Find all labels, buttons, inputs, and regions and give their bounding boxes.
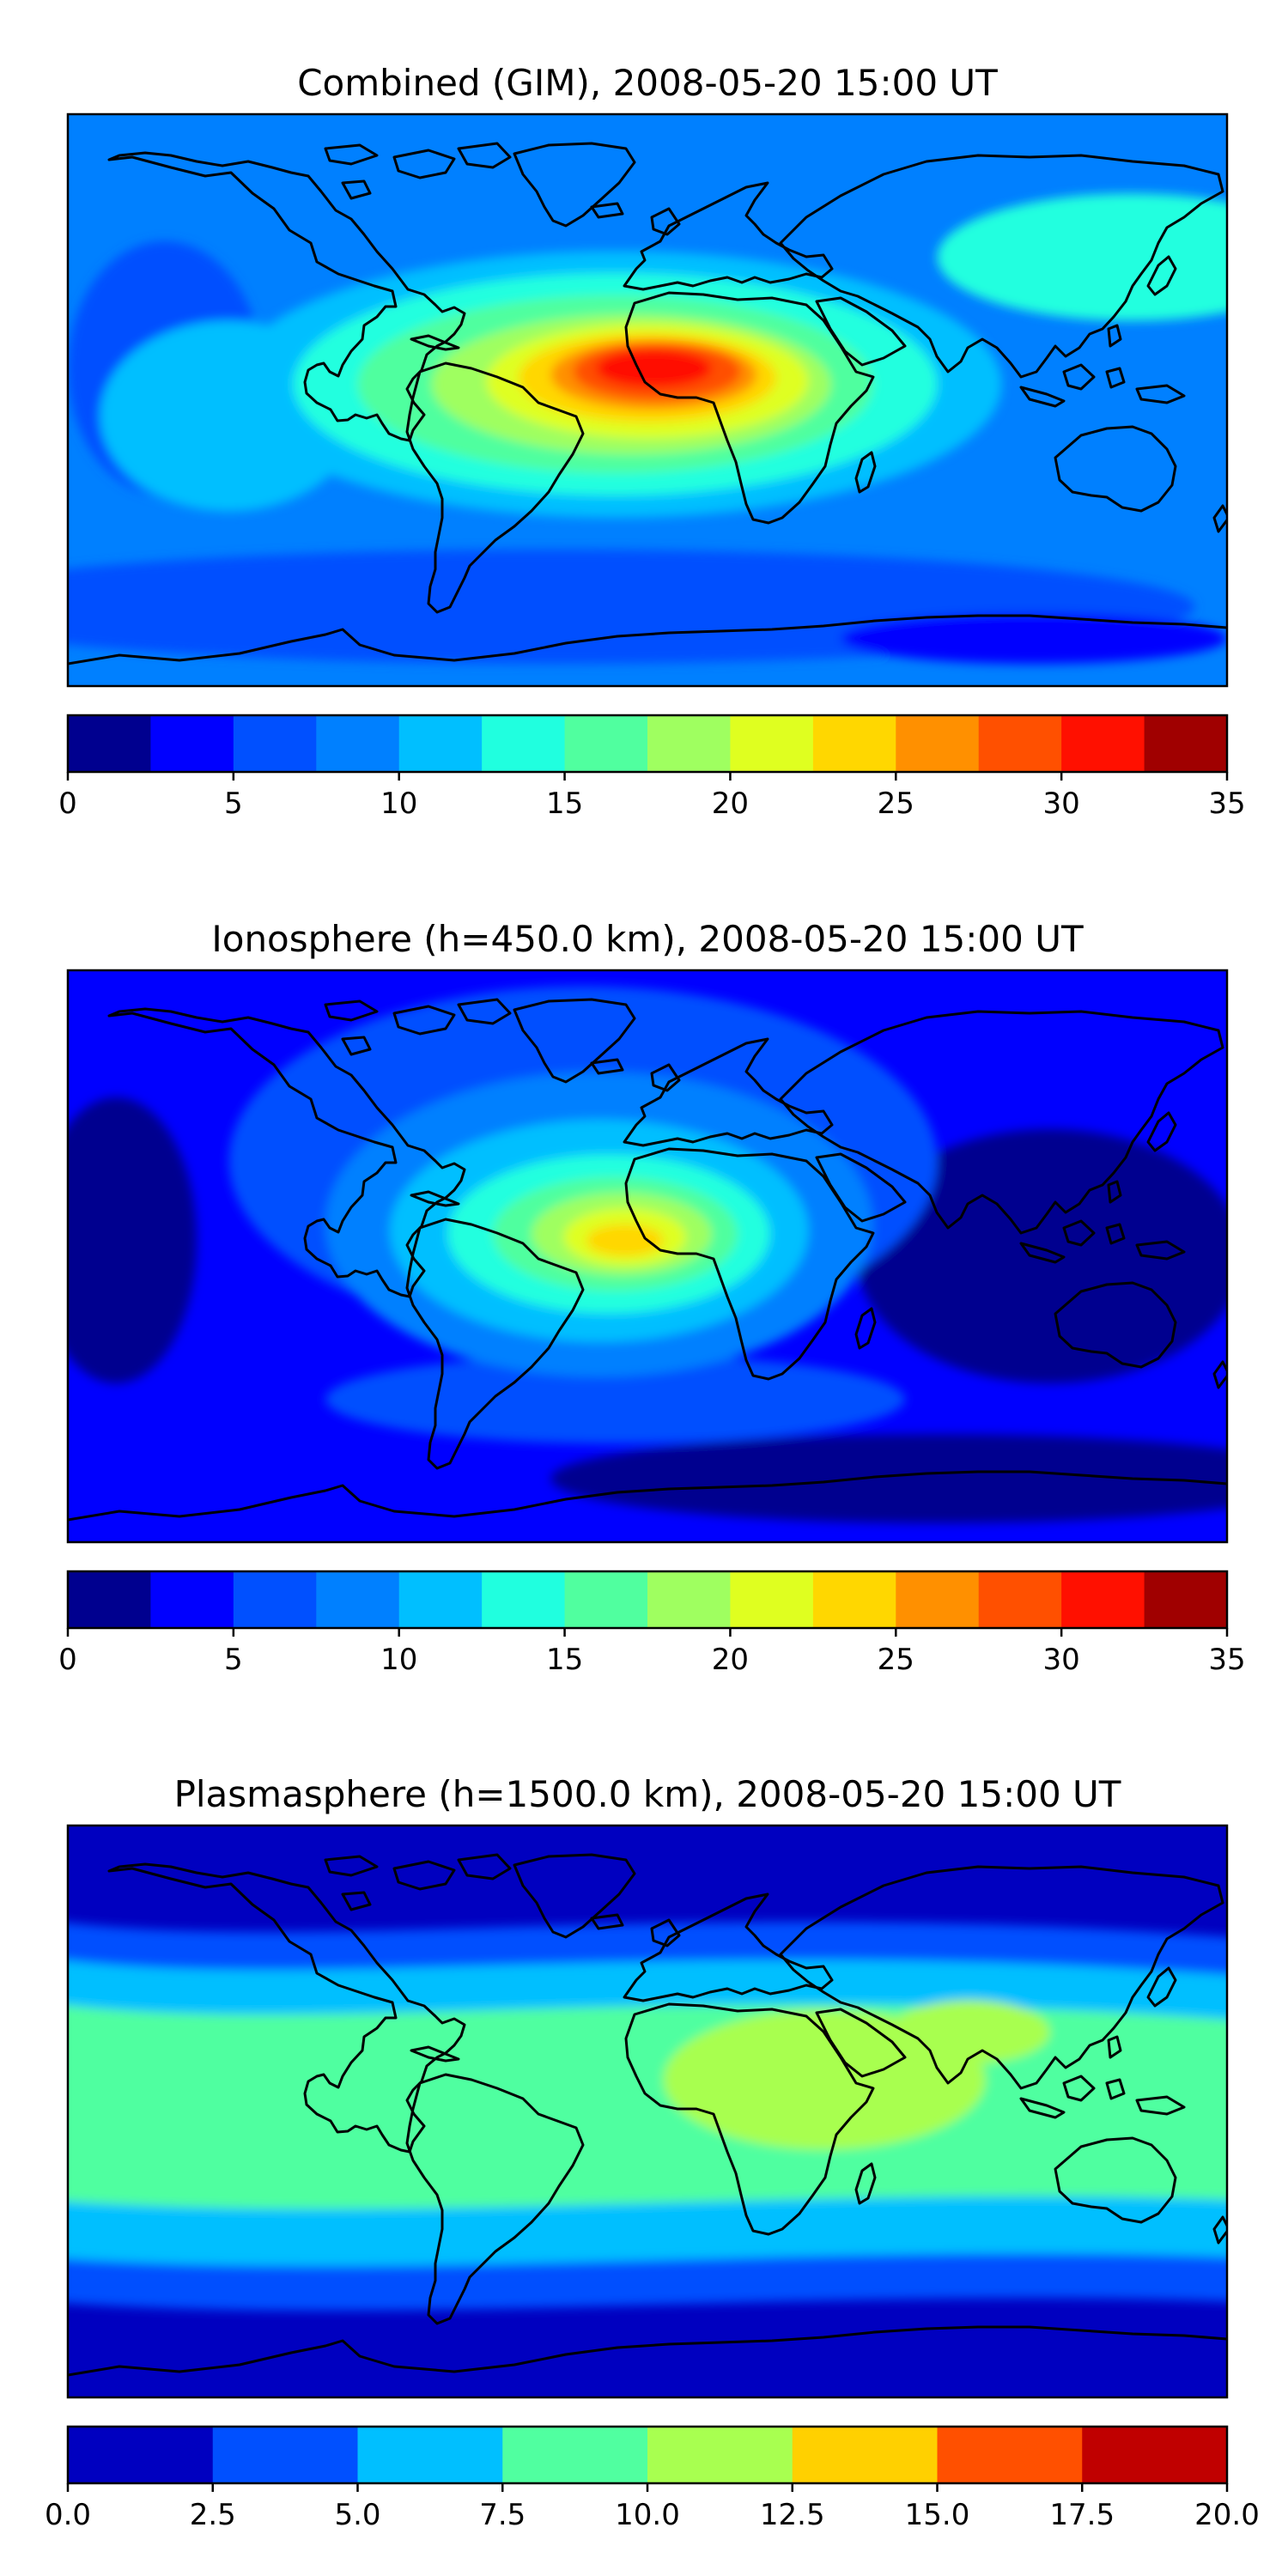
colorbar-segment [398, 1571, 483, 1628]
colorbar-tick-label: 25 [878, 787, 914, 821]
colorbar-segment [1144, 1571, 1228, 1628]
colorbar-tick-label: 25 [878, 1643, 914, 1677]
colorbar-tick-label: 10 [380, 1643, 417, 1677]
colorbar-segment [896, 715, 980, 772]
contour-region-2 [889, 2000, 1050, 2064]
panel-1: Combined (GIM), 2008-05-20 15:00 UT 0 5 10 1… [58, 62, 1246, 821]
colorbar: 0 5 10 15 20 25 30 35 [58, 1570, 1246, 1677]
colorbar-tick-label: 5.0 [334, 2498, 380, 2532]
colorbar-segment [502, 2427, 648, 2483]
colorbar-segment [398, 715, 483, 772]
panel-title: Ionosphere (h=450.0 km), 2008-05-20 15:0… [211, 918, 1084, 960]
colorbar-tick-label: 35 [1208, 1643, 1245, 1677]
colorbar-segment [1061, 1571, 1145, 1628]
colorbar-tick-label: 10 [380, 787, 417, 821]
contour-region-11 [596, 349, 712, 388]
field-contours [68, 193, 1227, 665]
contour-region-13 [841, 612, 1227, 665]
colorbar-tick-label: 17.5 [1049, 2498, 1115, 2532]
map-frame [66, 1824, 1229, 2399]
colorbar-tick-label: 10.0 [615, 2498, 680, 2532]
colorbar-segment [812, 715, 896, 772]
colorbar-segment [482, 715, 566, 772]
colorbar-segment [730, 715, 814, 772]
contour-region-0 [68, 2016, 117, 2175]
colorbar-segment [1144, 715, 1228, 772]
contour-region-1 [937, 193, 1227, 321]
colorbar-tick-label: 0 [58, 787, 77, 821]
colorbar-segment [357, 2427, 503, 2483]
colorbar-tick-label: 20 [712, 787, 749, 821]
colorbar-tick-label: 12.5 [760, 2498, 825, 2532]
colorbar-frame [66, 1570, 1229, 1630]
contour-region-2 [550, 1434, 1227, 1523]
contour-region-11 [586, 1224, 664, 1256]
colorbar-tick-label: 15.0 [905, 2498, 970, 2532]
panel-title: Combined (GIM), 2008-05-20 15:00 UT [297, 62, 998, 104]
colorbar-segment [1061, 715, 1145, 772]
colorbar-segment [978, 715, 1062, 772]
colorbar-segment [68, 2427, 214, 2483]
field-contours [68, 986, 1227, 1523]
colorbar-segment [212, 2427, 358, 2483]
contour-region-0 [68, 1097, 197, 1383]
colorbar-tick-label: 20.0 [1194, 2498, 1260, 2532]
colorbar-tick-label: 0.0 [45, 2498, 91, 2532]
colorbar-segment [647, 1571, 731, 1628]
colorbar-segment [68, 715, 151, 772]
colorbar-frame [66, 714, 1229, 774]
map-area [66, 1824, 1229, 2399]
colorbar-segment [647, 2427, 793, 2483]
contour-region-1 [856, 1129, 1227, 1383]
colorbar-segment [233, 715, 317, 772]
colorbar-segment [978, 1571, 1062, 1628]
colorbar-tick-label: 35 [1208, 787, 1245, 821]
colorbar-tick-label: 2.5 [190, 2498, 236, 2532]
colorbar-segment [316, 715, 400, 772]
colorbar-segment [937, 2427, 1083, 2483]
panel-2: Ionosphere (h=450.0 km), 2008-05-20 15:0… [58, 918, 1246, 1677]
colorbar-tick-label: 15 [546, 1643, 583, 1677]
colorbar-segment [482, 1571, 566, 1628]
contour-band-2 [68, 2004, 1227, 2209]
field-contours [68, 1922, 1227, 2311]
colorbar-segment [316, 1571, 400, 1628]
colorbar-segment [564, 715, 648, 772]
colorbar-segment [150, 1571, 234, 1628]
colorbar-tick-label: 20 [712, 1643, 749, 1677]
panel-title: Plasmasphere (h=1500.0 km), 2008-05-20 1… [174, 1773, 1121, 1815]
colorbar-segment [647, 715, 731, 772]
colorbar-segment [1082, 2427, 1228, 2483]
map-frame [66, 112, 1229, 688]
colorbar-segment [150, 715, 234, 772]
map-frame [66, 969, 1229, 1544]
colorbar-tick-label: 0 [58, 1643, 77, 1677]
colorbar: 0 5 10 15 20 25 30 35 [58, 714, 1246, 821]
colorbar-segment [812, 1571, 896, 1628]
map-area [66, 112, 1229, 688]
map-area [66, 969, 1229, 1544]
colorbar-tick-label: 30 [1043, 1643, 1080, 1677]
colorbar-tick-label: 5 [224, 787, 243, 821]
colorbar-tick-label: 30 [1043, 787, 1080, 821]
colorbar-segment [730, 1571, 814, 1628]
colorbar-tick-label: 15 [546, 787, 583, 821]
colorbar-segment [233, 1571, 317, 1628]
panel-3: Plasmasphere (h=1500.0 km), 2008-05-20 1… [45, 1773, 1260, 2532]
colorbar-segment [792, 2427, 938, 2483]
colorbar-segment [564, 1571, 648, 1628]
colorbar-tick-label: 7.5 [479, 2498, 526, 2532]
colorbar: 0.0 2.5 5.0 7.5 10.0 12.5 15.0 17.5 20.0 [45, 2425, 1260, 2532]
colorbar-tick-label: 5 [224, 1643, 243, 1677]
colorbar-segment [896, 1571, 980, 1628]
colorbar-segment [68, 1571, 151, 1628]
